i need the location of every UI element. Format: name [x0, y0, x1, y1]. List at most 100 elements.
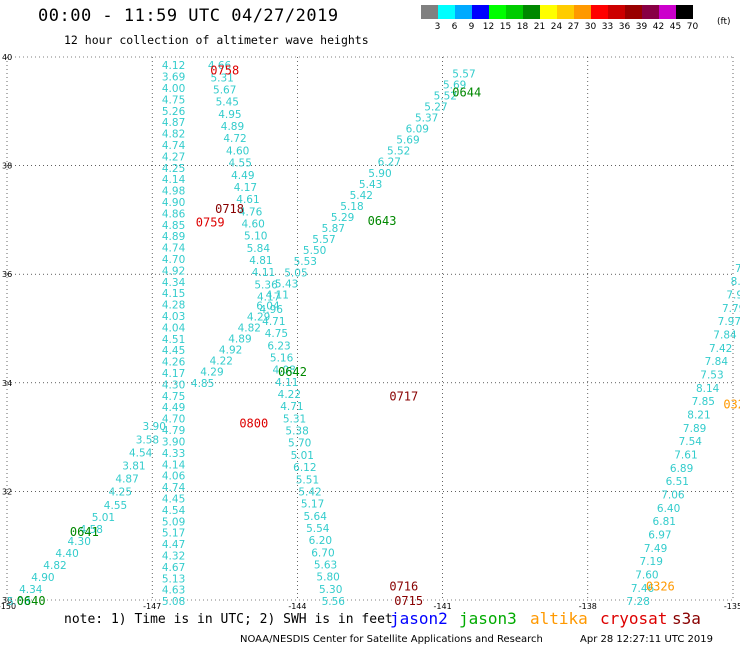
wave-height-value: 7.79: [722, 303, 740, 315]
wave-height-value: 5.36: [254, 279, 278, 291]
lon-tick-label: -144: [288, 602, 306, 610]
wave-height-value: 4.51: [162, 334, 185, 346]
wave-height-value: 4.82: [162, 129, 185, 141]
wave-height-value: 6.12: [293, 462, 316, 474]
lat-tick-label: 32: [2, 487, 12, 496]
wave-height-value: 4.26: [162, 357, 186, 369]
wave-height-value: 5.01: [92, 512, 115, 524]
wave-height-value: 4.34: [162, 277, 186, 289]
wave-height-value: 4.96: [260, 304, 284, 316]
wave-height-value: 3.69: [162, 72, 185, 84]
chart-subtitle: 12 hour collection of altimeter wave hei…: [64, 33, 369, 47]
wave-height-value: 5.16: [270, 352, 294, 364]
wave-height-value: 4.71: [280, 401, 303, 413]
wave-height-value: 5.09: [162, 516, 185, 528]
wave-height-value: 7.46: [631, 583, 655, 595]
wave-height-value: 5.27: [424, 101, 447, 113]
chart-title: 00:00 - 11:59 UTC 04/27/2019: [38, 6, 339, 26]
wave-height-value: 4.27: [162, 151, 185, 163]
wave-height-value: 4.82: [43, 560, 66, 572]
wave-height-value: 7.59: [735, 263, 740, 275]
wave-height-value: 4.87: [115, 473, 138, 485]
scale-swatch: [574, 5, 591, 19]
scale-label: 36: [618, 22, 631, 32]
wave-height-value: 4.79: [162, 425, 185, 437]
scale-swatch: [472, 5, 489, 19]
scale-swatch: [438, 5, 455, 19]
legend-s3a: s3a: [672, 609, 701, 628]
wave-height-value: 6.70: [311, 547, 334, 559]
wave-height-value: 5.54: [306, 523, 330, 535]
scale-label: 21: [533, 22, 546, 32]
wave-height-value: 4.22: [278, 389, 301, 401]
wave-height-value: 7.19: [640, 556, 663, 568]
wave-height-value: 4.15: [162, 288, 185, 300]
wave-height-value: 4.34: [19, 584, 43, 596]
footer-credit: NOAA/NESDIS Center for Satellite Applica…: [240, 634, 543, 645]
legend-altika: altika: [530, 609, 588, 628]
wave-height-value: 5.17: [301, 499, 324, 511]
lon-tick-label: -150: [0, 602, 16, 610]
wave-height-value: 4.47: [162, 539, 185, 551]
wave-height-value: 5.53: [294, 256, 317, 268]
wave-height-value: 8.11: [731, 276, 740, 288]
scale-swatch: [625, 5, 642, 19]
wave-height-value: 5.43: [275, 278, 298, 290]
wave-height-value: 3.90: [143, 421, 166, 433]
wave-height-value: 4.14: [162, 174, 186, 186]
wave-height-value: 4.74: [162, 243, 186, 255]
wave-height-value: 4.45: [162, 493, 185, 505]
wave-height-value: 5.01: [291, 450, 314, 462]
wave-height-value: 4.89: [221, 121, 244, 133]
wave-height-value: 4.82: [238, 323, 261, 335]
pass-time-label: 0758: [210, 64, 239, 78]
pass-time-label: 0800: [239, 417, 268, 431]
wave-height-value: 6.23: [267, 340, 290, 352]
wave-height-value: 5.69: [443, 79, 466, 91]
scale-swatch: [455, 5, 472, 19]
wave-height-value: 4.17: [257, 292, 280, 304]
wave-height-value: 7.53: [700, 369, 723, 381]
pass-time-label: 0325: [723, 398, 740, 412]
wave-height-value: 5.90: [368, 168, 391, 180]
wave-height-value: 5.26: [162, 106, 186, 118]
wave-height-value: 5.43: [359, 179, 382, 191]
wave-height-value: 4.89: [162, 231, 185, 243]
wave-height-value: 4.32: [162, 550, 185, 562]
wave-height-value: 6.89: [670, 463, 693, 475]
scale-label: 9: [468, 22, 475, 32]
wave-height-value: 7.89: [683, 423, 706, 435]
wave-height-value: 5.13: [162, 573, 185, 585]
scale-label: 27: [567, 22, 580, 32]
wave-height-value: 5.63: [314, 560, 337, 572]
wave-height-value: 5.10: [244, 231, 267, 243]
legend-jason2: jason2: [390, 609, 448, 628]
scale-label: 24: [550, 22, 563, 32]
pass-time-label: 0640: [17, 594, 46, 608]
wave-height-value: 6.09: [406, 124, 429, 136]
pass-time-label: 0718: [215, 202, 244, 216]
wave-height-value: 4.28: [162, 300, 185, 312]
wave-height-value: 4.90: [162, 197, 185, 209]
wave-height-value: 4.55: [229, 158, 252, 170]
wave-height-value: 4.11: [252, 267, 275, 279]
wave-height-value: 4.00: [162, 83, 185, 95]
wave-height-value: 6.40: [657, 503, 680, 515]
lat-tick-label: 36: [2, 270, 12, 279]
lat-tick-label: 34: [2, 379, 12, 388]
lon-tick-label: -147: [143, 602, 161, 610]
wave-height-value: 4.60: [241, 218, 264, 230]
wave-height-value: 4.72: [223, 133, 246, 145]
scale-label: 45: [669, 22, 682, 32]
wave-height-value: 4.66: [208, 60, 232, 72]
wave-height-value: 4.33: [162, 448, 185, 460]
wave-height-value: 6.20: [309, 535, 332, 547]
wave-height-value: 5.67: [213, 85, 236, 97]
wave-height-value: 7.60: [635, 569, 658, 581]
wave-height-value: 5.50: [303, 245, 326, 257]
wave-height-value: 5.84: [247, 243, 271, 255]
wave-height-value: 5.08: [162, 596, 185, 608]
wave-height-value: 4.58: [80, 524, 103, 536]
wave-height-value: 4.81: [249, 255, 272, 267]
wave-height-value: 8.21: [687, 409, 710, 421]
